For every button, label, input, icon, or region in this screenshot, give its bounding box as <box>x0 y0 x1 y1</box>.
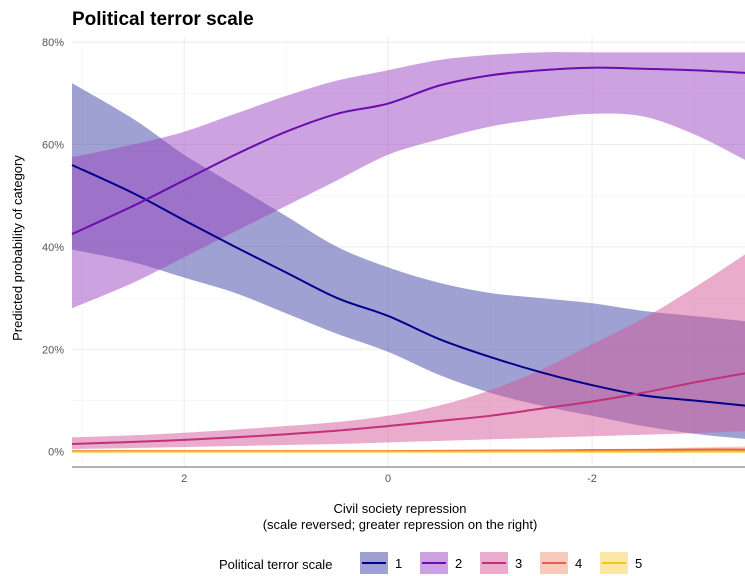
legend-label: 4 <box>575 556 582 571</box>
legend-keys: 1 2 3 4 5 <box>360 552 642 574</box>
y-tick-labels: 0% 20% 40% 60% 80% <box>42 37 64 459</box>
legend-item-1: 1 <box>360 552 402 574</box>
line-series-3 <box>71 372 745 445</box>
legend-title: Political terror scale <box>219 557 332 572</box>
series-lines <box>71 66 745 453</box>
x-tick-label: 0 <box>385 473 391 485</box>
confidence-band-series-3 <box>72 254 745 450</box>
y-tick-label: 20% <box>42 344 64 356</box>
y-tick-label: 0% <box>48 447 64 459</box>
legend-label: 1 <box>395 556 402 571</box>
legend-label: 5 <box>635 556 642 571</box>
confidence-band-series-1 <box>72 83 745 439</box>
line-series-2 <box>71 66 745 235</box>
chart-title: Political terror scale <box>72 9 254 30</box>
legend-label: 2 <box>455 556 462 571</box>
legend-item-5: 5 <box>600 552 642 574</box>
y-axis-label: Predicted probability of category <box>10 155 25 341</box>
y-tick-label: 60% <box>42 140 64 152</box>
x-axis-label-line2: (scale reversed; greater repression on t… <box>263 517 538 532</box>
x-tick-label: 2 <box>181 473 187 485</box>
y-tick-label: 40% <box>42 242 64 254</box>
legend-item-3: 3 <box>480 552 522 574</box>
legend-label: 3 <box>515 556 522 571</box>
legend: Political terror scale 1 2 3 4 5 <box>219 552 642 574</box>
y-tick-label: 80% <box>42 37 64 49</box>
x-tick-labels: 2 0 -2 <box>181 473 597 485</box>
legend-item-2: 2 <box>420 552 462 574</box>
legend-item-4: 4 <box>540 552 582 574</box>
confidence-band-series-2 <box>72 52 745 309</box>
x-tick-label: -2 <box>587 473 597 485</box>
x-axis-label-line1: Civil society repression <box>334 501 467 516</box>
